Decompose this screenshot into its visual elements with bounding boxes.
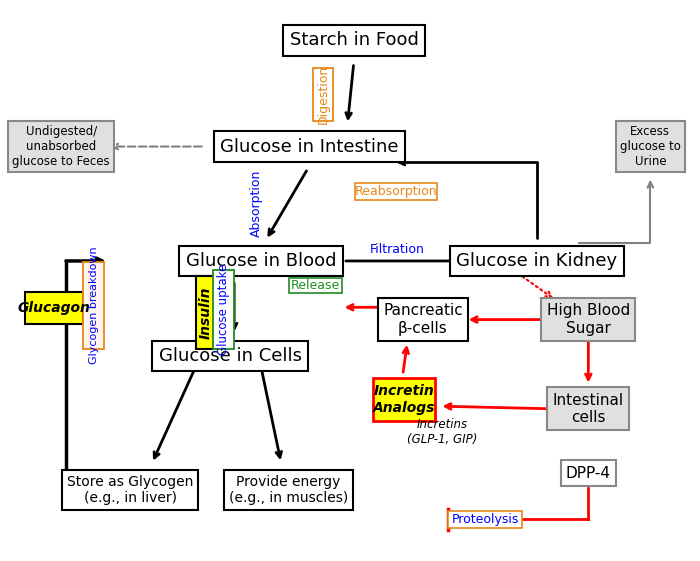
Text: Release: Release xyxy=(290,279,340,292)
Text: Incretin
Analogs: Incretin Analogs xyxy=(373,384,435,415)
Text: Proteolysis: Proteolysis xyxy=(452,513,519,526)
Text: Excess
glucose to
Urine: Excess glucose to Urine xyxy=(620,125,681,168)
FancyBboxPatch shape xyxy=(313,68,333,121)
FancyBboxPatch shape xyxy=(195,276,216,348)
FancyBboxPatch shape xyxy=(448,511,522,528)
FancyBboxPatch shape xyxy=(83,262,104,348)
Text: Glucagon: Glucagon xyxy=(18,301,90,315)
Text: Undigested/
unabsorbed
glucose to Feces: Undigested/ unabsorbed glucose to Feces xyxy=(13,125,110,168)
FancyBboxPatch shape xyxy=(289,278,342,293)
Text: Pancreatic
β-cells: Pancreatic β-cells xyxy=(383,304,463,336)
Text: Incretins
(GLP-1, GIP): Incretins (GLP-1, GIP) xyxy=(407,419,477,447)
Text: Filtration: Filtration xyxy=(370,243,424,256)
Text: Digestion: Digestion xyxy=(316,65,330,124)
Text: Glucose in Blood: Glucose in Blood xyxy=(186,252,336,270)
Text: Glucose in Cells: Glucose in Cells xyxy=(158,347,302,365)
FancyBboxPatch shape xyxy=(25,292,83,324)
FancyBboxPatch shape xyxy=(214,270,235,348)
FancyBboxPatch shape xyxy=(373,378,435,421)
Text: Provide energy
(e.g., in muscles): Provide energy (e.g., in muscles) xyxy=(229,475,348,505)
Text: High Blood
Sugar: High Blood Sugar xyxy=(547,304,630,336)
Text: Intestinal
cells: Intestinal cells xyxy=(553,393,624,425)
Text: Glucose in Kidney: Glucose in Kidney xyxy=(456,252,617,270)
Text: DPP-4: DPP-4 xyxy=(566,466,611,481)
FancyBboxPatch shape xyxy=(356,183,437,200)
Text: Starch in Food: Starch in Food xyxy=(290,31,419,49)
Text: Store as Glycogen
(e.g., in liver): Store as Glycogen (e.g., in liver) xyxy=(67,475,193,505)
Text: Glycogen breakdown: Glycogen breakdown xyxy=(89,247,99,365)
Text: Glucose in Intestine: Glucose in Intestine xyxy=(220,137,398,155)
Text: Insulin: Insulin xyxy=(199,286,213,339)
Text: Glucose uptake: Glucose uptake xyxy=(217,264,230,355)
Text: Absorption: Absorption xyxy=(250,170,262,237)
Text: Reabsorption: Reabsorption xyxy=(355,185,438,198)
